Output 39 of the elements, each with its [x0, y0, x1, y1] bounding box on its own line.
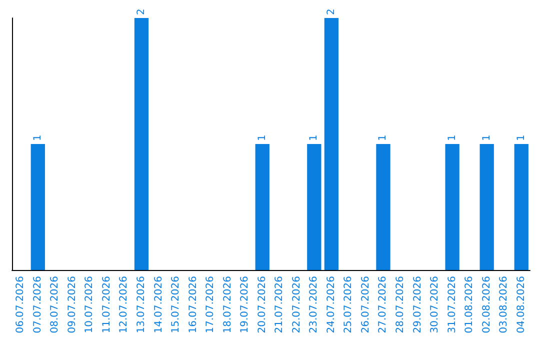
x-tick-label: 02.08.2026 — [481, 276, 492, 334]
x-tick-label: 04.08.2026 — [516, 276, 527, 334]
x-tick-label: 09.07.2026 — [66, 276, 78, 334]
x-tick-label: 22.07.2026 — [291, 276, 302, 334]
x-tick-label: 19.07.2026 — [240, 276, 251, 334]
x-tick-label: 14.07.2026 — [153, 276, 164, 334]
x-tick-label: 11.07.2026 — [101, 276, 112, 334]
x-tick-label: 30.07.2026 — [430, 276, 441, 334]
x-tick-label: 29.07.2026 — [412, 276, 424, 334]
x-tick-label: 17.07.2026 — [205, 276, 216, 334]
x-tick-label: 23.07.2026 — [308, 276, 320, 334]
x-tick-label: 12.07.2026 — [118, 276, 130, 334]
x-tick-label: 26.07.2026 — [360, 276, 372, 334]
x-tick-label: 06.07.2026 — [15, 276, 26, 334]
x-tick-label: 03.08.2026 — [498, 276, 510, 334]
x-tick-label: 08.07.2026 — [50, 276, 61, 334]
data-label: 1 — [256, 134, 268, 141]
x-tick-label: 01.08.2026 — [464, 276, 476, 334]
x-tick-label: 13.07.2026 — [136, 276, 147, 334]
data-label: 1 — [446, 134, 458, 141]
x-tick-label: 27.07.2026 — [378, 276, 389, 334]
x-tick-label: 16.07.2026 — [188, 276, 199, 334]
data-label: 1 — [516, 134, 527, 141]
x-tick-label: 21.07.2026 — [274, 276, 286, 334]
x-tick-label: 18.07.2026 — [222, 276, 234, 334]
data-label: 1 — [378, 134, 389, 141]
data-label: 2 — [136, 8, 147, 15]
data-label: 1 — [481, 134, 492, 141]
x-tick-label: 25.07.2026 — [343, 276, 354, 334]
x-tick-label: 20.07.2026 — [256, 276, 268, 334]
data-label: 1 — [308, 134, 320, 141]
x-tick-label: 15.07.2026 — [170, 276, 182, 334]
x-tick-label: 28.07.2026 — [395, 276, 406, 334]
x-tick-label: 24.07.2026 — [326, 276, 337, 334]
data-label: 1 — [32, 134, 44, 141]
x-tick-label: 10.07.2026 — [84, 276, 96, 334]
data-label: 2 — [326, 8, 337, 15]
x-tick-label: 07.07.2026 — [32, 276, 44, 334]
x-tick-label: 31.07.2026 — [446, 276, 458, 334]
